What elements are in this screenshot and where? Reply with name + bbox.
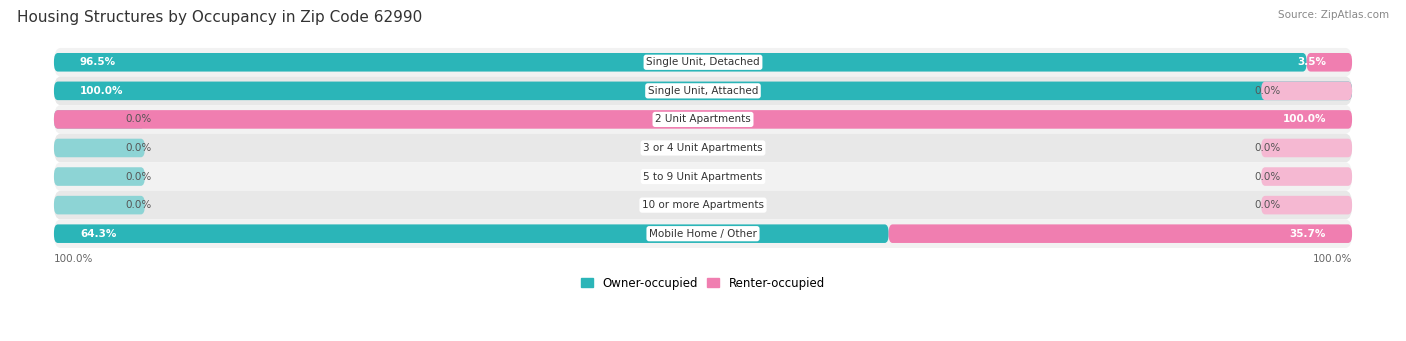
FancyBboxPatch shape (53, 196, 145, 214)
Text: Mobile Home / Other: Mobile Home / Other (650, 229, 756, 239)
FancyBboxPatch shape (53, 139, 145, 157)
FancyBboxPatch shape (1261, 167, 1353, 186)
FancyBboxPatch shape (53, 219, 1353, 248)
FancyBboxPatch shape (53, 110, 1353, 129)
Text: 0.0%: 0.0% (125, 143, 152, 153)
Text: 100.0%: 100.0% (80, 86, 124, 96)
Text: 100.0%: 100.0% (53, 254, 93, 264)
FancyBboxPatch shape (53, 105, 1353, 134)
Text: 0.0%: 0.0% (1254, 172, 1281, 181)
Text: 100.0%: 100.0% (1282, 115, 1326, 124)
FancyBboxPatch shape (53, 191, 1353, 219)
FancyBboxPatch shape (53, 53, 1306, 72)
Text: Source: ZipAtlas.com: Source: ZipAtlas.com (1278, 10, 1389, 20)
FancyBboxPatch shape (1306, 53, 1353, 72)
FancyBboxPatch shape (1261, 139, 1353, 157)
FancyBboxPatch shape (53, 48, 1353, 77)
Text: Single Unit, Detached: Single Unit, Detached (647, 57, 759, 67)
FancyBboxPatch shape (53, 167, 145, 186)
Text: 0.0%: 0.0% (125, 172, 152, 181)
FancyBboxPatch shape (889, 224, 1353, 243)
Text: Housing Structures by Occupancy in Zip Code 62990: Housing Structures by Occupancy in Zip C… (17, 10, 422, 25)
Text: Single Unit, Attached: Single Unit, Attached (648, 86, 758, 96)
Text: 5 to 9 Unit Apartments: 5 to 9 Unit Apartments (644, 172, 762, 181)
FancyBboxPatch shape (53, 162, 1353, 191)
FancyBboxPatch shape (1261, 81, 1353, 100)
FancyBboxPatch shape (1261, 196, 1353, 214)
Text: 0.0%: 0.0% (125, 115, 152, 124)
Text: 3 or 4 Unit Apartments: 3 or 4 Unit Apartments (643, 143, 763, 153)
FancyBboxPatch shape (53, 134, 1353, 162)
Text: 10 or more Apartments: 10 or more Apartments (643, 200, 763, 210)
Text: 2 Unit Apartments: 2 Unit Apartments (655, 115, 751, 124)
Text: 0.0%: 0.0% (1254, 86, 1281, 96)
Text: 0.0%: 0.0% (1254, 143, 1281, 153)
FancyBboxPatch shape (53, 77, 1353, 105)
Legend: Owner-occupied, Renter-occupied: Owner-occupied, Renter-occupied (576, 272, 830, 294)
Text: 100.0%: 100.0% (1313, 254, 1353, 264)
Text: 0.0%: 0.0% (125, 200, 152, 210)
Text: 64.3%: 64.3% (80, 229, 117, 239)
Text: 35.7%: 35.7% (1289, 229, 1326, 239)
FancyBboxPatch shape (53, 224, 889, 243)
Text: 3.5%: 3.5% (1298, 57, 1326, 67)
FancyBboxPatch shape (53, 110, 145, 129)
FancyBboxPatch shape (53, 81, 1353, 100)
Text: 0.0%: 0.0% (1254, 200, 1281, 210)
Text: 96.5%: 96.5% (80, 57, 117, 67)
